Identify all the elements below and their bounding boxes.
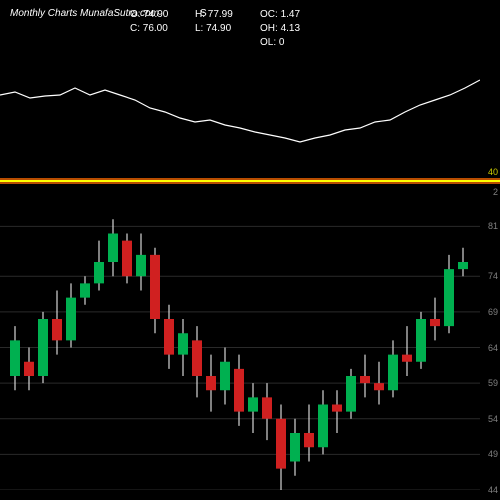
candlestick-chart bbox=[0, 205, 480, 490]
mid-label-2: 2 bbox=[493, 187, 498, 197]
y-axis-label: 69 bbox=[488, 307, 498, 317]
ohlc-o: O: 74.90 bbox=[130, 8, 195, 22]
candlestick-panel: 8174696459544944 bbox=[0, 205, 480, 490]
chart-container: { "header": { "title": "Monthly Charts M… bbox=[0, 0, 500, 500]
ohlc-h: H: 77.99 bbox=[195, 8, 260, 22]
y-axis-label: 59 bbox=[488, 378, 498, 388]
ohlc-oh: OH: 4.13 bbox=[260, 22, 310, 36]
mid-label-40: 40 bbox=[488, 167, 498, 177]
y-axis-label: 81 bbox=[488, 221, 498, 231]
ohlc-oc: OC: 1.47 bbox=[260, 8, 310, 22]
ohlc-l: L: 74.90 bbox=[195, 22, 260, 36]
price-line-chart bbox=[0, 40, 480, 165]
line-chart-panel bbox=[0, 40, 480, 165]
y-axis-label: 54 bbox=[488, 414, 498, 424]
y-axis-label: 49 bbox=[488, 449, 498, 459]
y-axis-label: 74 bbox=[488, 271, 498, 281]
separator-bands: 40 2 bbox=[0, 178, 500, 184]
y-axis-label: 64 bbox=[488, 343, 498, 353]
y-axis-label: 44 bbox=[488, 485, 498, 495]
ohlc-c: C: 76.00 bbox=[130, 22, 195, 36]
